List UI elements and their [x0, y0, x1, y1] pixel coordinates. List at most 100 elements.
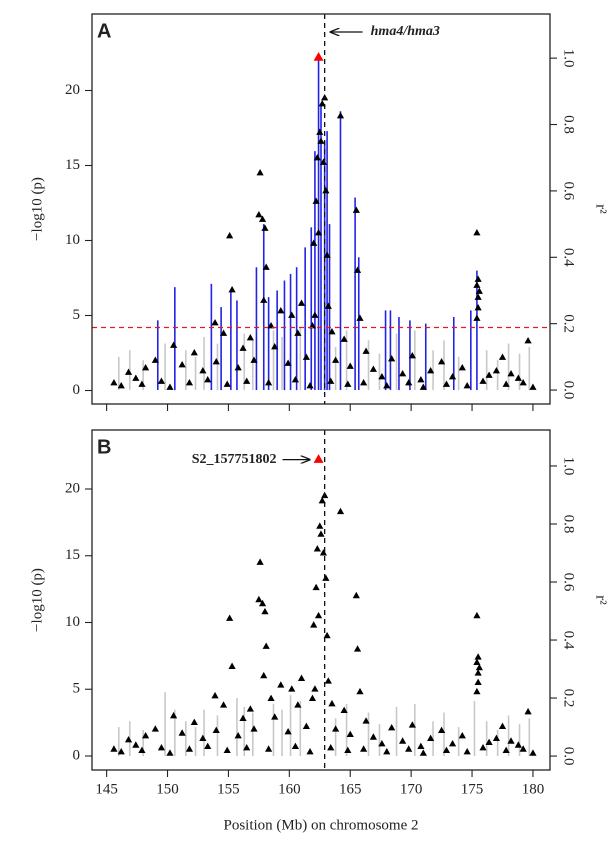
- snp-point: [319, 158, 328, 165]
- snp-point: [524, 707, 532, 715]
- snp-point: [474, 293, 482, 300]
- snp-point: [507, 370, 515, 377]
- snp-point: [178, 361, 186, 368]
- snp-point: [458, 731, 466, 739]
- snp-point: [427, 734, 435, 742]
- snp-point: [529, 749, 537, 756]
- snp-point: [246, 334, 254, 341]
- snp-point: [362, 347, 370, 354]
- plot-frame: [91, 13, 551, 405]
- snp-point: [328, 699, 336, 707]
- snp-point: [405, 379, 413, 386]
- snp-point: [427, 367, 435, 374]
- snp-point: [474, 653, 482, 660]
- snp-point: [344, 746, 352, 754]
- snp-point: [383, 747, 391, 755]
- snp-point: [297, 299, 306, 306]
- snp-point: [378, 373, 386, 380]
- snp-point: [302, 722, 310, 730]
- snp-point: [313, 545, 321, 552]
- snp-point: [260, 296, 268, 303]
- snp-point: [388, 723, 396, 731]
- snp-point: [314, 229, 323, 236]
- x-tick-label: 160: [278, 781, 301, 797]
- snp-point: [485, 738, 493, 746]
- snp-point: [267, 694, 275, 701]
- y-axis-label: −log10 (p): [29, 177, 45, 241]
- y-tick-label: 20: [65, 82, 80, 98]
- snp-point: [141, 731, 150, 739]
- snp-point: [204, 376, 212, 383]
- snp-point: [312, 197, 320, 204]
- snp-point: [255, 595, 263, 603]
- snp-point: [442, 746, 451, 754]
- y-tick-label: 15: [65, 547, 80, 563]
- snp-point: [265, 745, 273, 752]
- y-axis-label: −log10 (p): [29, 568, 45, 632]
- snp-point: [185, 745, 194, 752]
- snp-point: [356, 314, 364, 321]
- snp-point: [324, 302, 332, 309]
- x-tick-label: 170: [400, 781, 423, 797]
- snp-point: [473, 229, 481, 236]
- snp-point: [117, 382, 125, 389]
- snp-point: [297, 674, 306, 681]
- snp-point: [199, 367, 207, 374]
- snp-point: [323, 631, 331, 639]
- lead-snp: [313, 52, 324, 61]
- snp-point: [322, 187, 330, 194]
- snp-point: [166, 749, 174, 756]
- snp-point: [498, 722, 507, 730]
- snp-point: [332, 725, 340, 732]
- snp-point: [228, 662, 236, 669]
- y-tick-label: 10: [65, 614, 80, 630]
- snp-point: [291, 376, 300, 383]
- snp-point: [319, 549, 328, 556]
- snp-point: [110, 745, 118, 752]
- snp-point: [437, 726, 446, 734]
- snp-point: [138, 746, 146, 754]
- snp-point: [157, 377, 166, 384]
- y2-tick-label: 0.2: [561, 314, 577, 333]
- y2-tick-label: 0.0: [561, 381, 577, 400]
- snp-point: [170, 711, 178, 719]
- y2-axis-label: r²: [593, 204, 609, 214]
- y2-tick-label: 1.0: [561, 49, 577, 68]
- snp-point: [458, 364, 466, 371]
- snp-point: [117, 747, 125, 755]
- y2-tick-label: 0.6: [561, 182, 577, 201]
- x-tick-label: 175: [461, 781, 484, 797]
- snp-point: [277, 307, 285, 314]
- snp-point: [473, 658, 481, 665]
- snp-point: [258, 599, 267, 607]
- snp-point: [524, 337, 532, 344]
- snp-point: [507, 737, 515, 744]
- snp-point: [234, 364, 242, 371]
- snp-point: [479, 377, 487, 384]
- snp-point: [239, 344, 247, 351]
- snp-point: [356, 687, 364, 695]
- snp-point: [383, 382, 391, 389]
- snp-point: [485, 371, 493, 378]
- snp-point: [353, 266, 362, 273]
- snp-point: [336, 112, 345, 119]
- lead-snp: [313, 454, 324, 463]
- snp-point: [190, 718, 198, 726]
- panel: S2_157751802 B 0 5 10 15 20 0.0 0.2 0.4 0.6 0.8 1.0 1…: [29, 429, 609, 833]
- snp-point: [399, 737, 407, 744]
- snp-point: [514, 374, 522, 381]
- y-tick-label: 5: [73, 681, 81, 697]
- snp-point: [352, 591, 360, 599]
- snp-point: [369, 733, 377, 740]
- snp-point: [519, 379, 527, 386]
- snp-point: [311, 311, 319, 318]
- snp-point: [417, 376, 425, 383]
- snp-point: [474, 678, 482, 685]
- snp-point: [399, 370, 407, 377]
- x-tick-label: 165: [339, 781, 362, 797]
- y2-tick-label: 0.0: [561, 747, 577, 766]
- snp-point: [306, 747, 314, 755]
- snp-point: [271, 713, 279, 720]
- y2-tick-label: 0.6: [561, 573, 577, 592]
- snp-point: [322, 574, 330, 581]
